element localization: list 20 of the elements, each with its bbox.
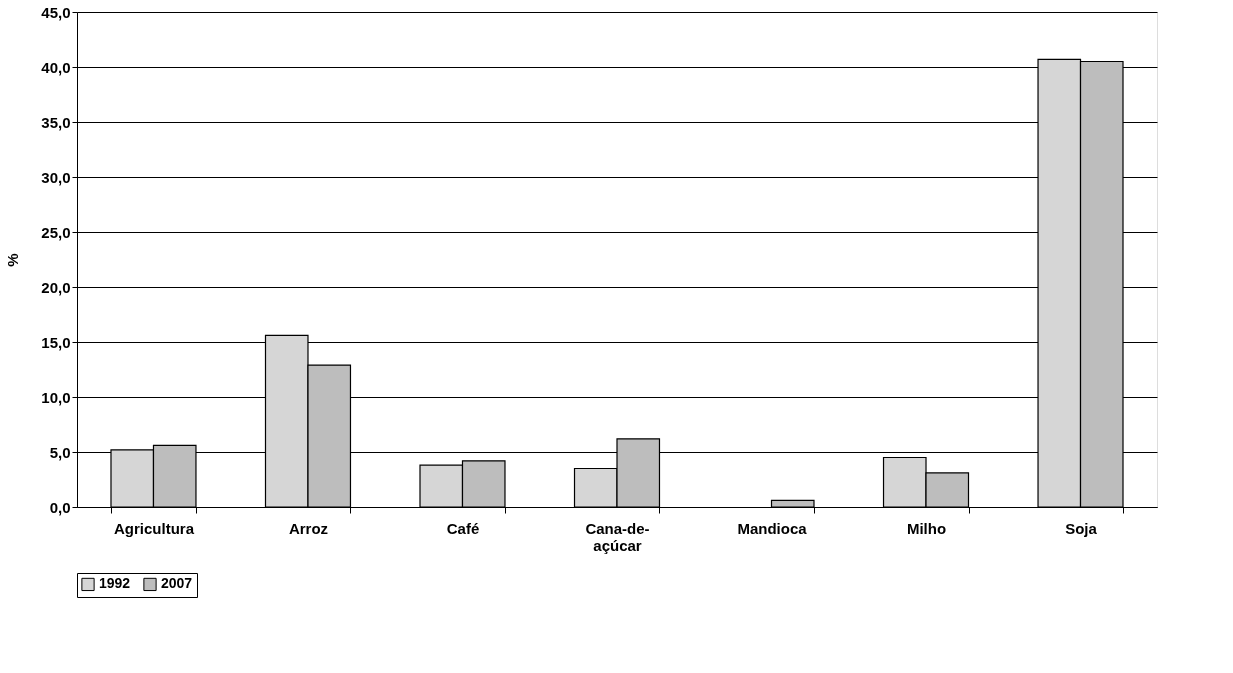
y-tick-label: 25,0 [41, 223, 71, 241]
y-tick-label: 40,0 [41, 58, 71, 76]
y-tick-label: 45,0 [41, 3, 71, 21]
x-tick-label: Cana-de-açúcar [585, 519, 650, 554]
x-tick-label: Milho [906, 519, 947, 537]
x-tick-label: Soja [1065, 519, 1098, 537]
y-tick-label: 0,0 [49, 498, 71, 516]
legend-label: 1992 [99, 575, 131, 592]
y-tick-label: 5,0 [49, 443, 71, 461]
y-axis-title: % [4, 253, 22, 267]
x-tick-label: Café [446, 519, 480, 537]
x-tick-label: Mandioca [737, 519, 808, 537]
y-tick-label: 35,0 [41, 113, 71, 131]
y-tick-label: 10,0 [41, 388, 71, 406]
y-tick-label: 15,0 [41, 333, 71, 351]
legend-label: 2007 [161, 575, 193, 592]
y-tick-label: 20,0 [41, 278, 71, 296]
x-tick-label: Agricultura [113, 519, 195, 537]
y-tick-label: 30,0 [41, 168, 71, 186]
x-tick-label: Arroz [288, 519, 329, 537]
